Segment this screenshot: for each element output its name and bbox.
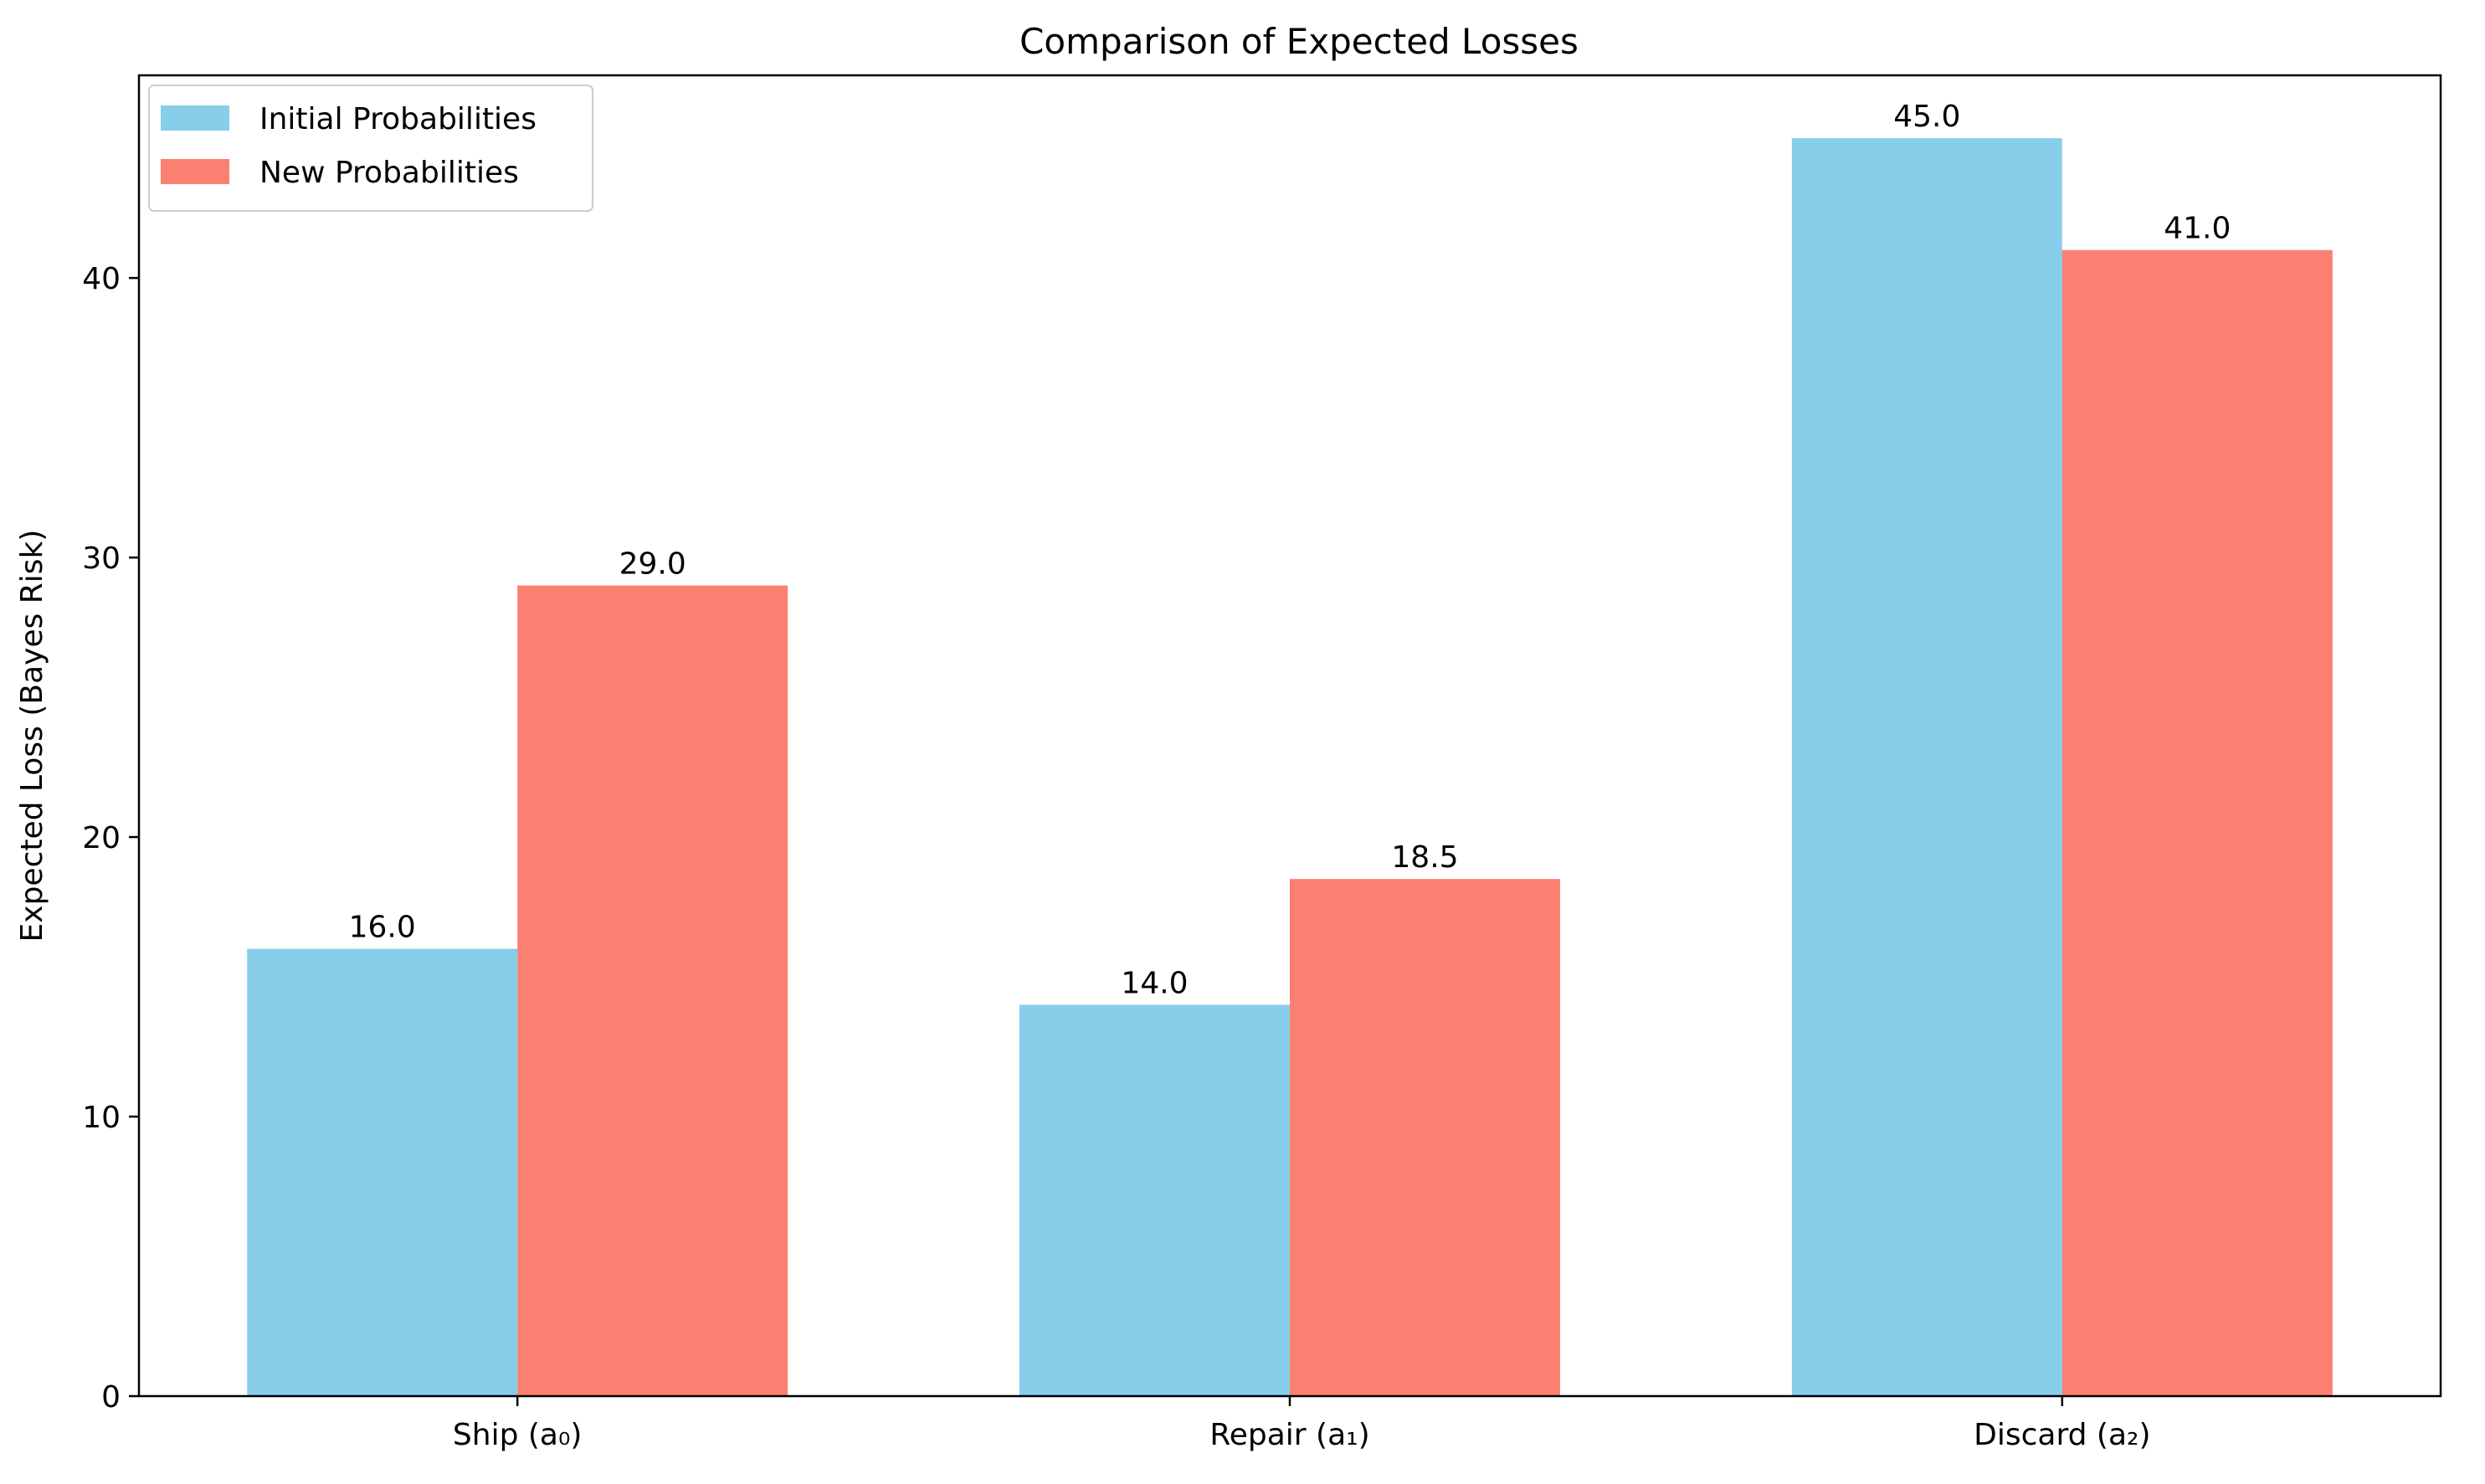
bar-new-0: [517, 585, 788, 1396]
bar-initial-2: [1791, 138, 2062, 1397]
x-tick-label: Repair (a₁): [1209, 1418, 1369, 1452]
y-tick-label: 0: [101, 1380, 121, 1415]
y-axis-ticks: 0 10 20 30 40: [82, 262, 139, 1415]
chart-title: Comparison of Expected Losses: [1019, 21, 1579, 62]
bar-value-label: 29.0: [619, 547, 686, 581]
x-tick-label: Discard (a₂): [1974, 1418, 2150, 1452]
legend-box: [148, 85, 593, 212]
legend-label: Initial Probabilities: [259, 102, 537, 136]
legend-label: New Probabilities: [259, 156, 519, 190]
bar-value-label: 14.0: [1121, 966, 1188, 1000]
bar-value-label: 18.5: [1391, 840, 1458, 875]
y-axis-label: Expected Loss (Bayes Risk): [15, 530, 49, 942]
x-tick-label: Ship (a₀): [453, 1418, 583, 1452]
legend-swatch: [161, 105, 229, 131]
legend-swatch: [161, 159, 229, 184]
bars-layer: [247, 138, 2333, 1397]
y-tick-label: 40: [82, 262, 121, 296]
bar-value-label: 41.0: [2164, 212, 2231, 246]
legend[interactable]: Initial Probabilities New Probabilities: [148, 85, 593, 212]
y-tick-label: 10: [82, 1101, 121, 1135]
bar-labels-layer: 16.0 14.0 45.0 29.0 18.5 41.0: [349, 100, 2231, 1000]
bar-initial-0: [247, 948, 518, 1396]
bar-value-label: 16.0: [349, 911, 416, 945]
bar-initial-1: [1019, 1004, 1290, 1396]
bar-new-1: [1290, 879, 1560, 1396]
bar-new-2: [2061, 249, 2333, 1396]
x-axis-ticks: Ship (a₀) Repair (a₁) Discard (a₂): [453, 1396, 2151, 1452]
y-tick-label: 20: [82, 821, 121, 855]
plot-frame: [137, 74, 2442, 1398]
y-tick-label: 30: [82, 542, 121, 576]
bar-value-label: 45.0: [1893, 100, 1960, 134]
